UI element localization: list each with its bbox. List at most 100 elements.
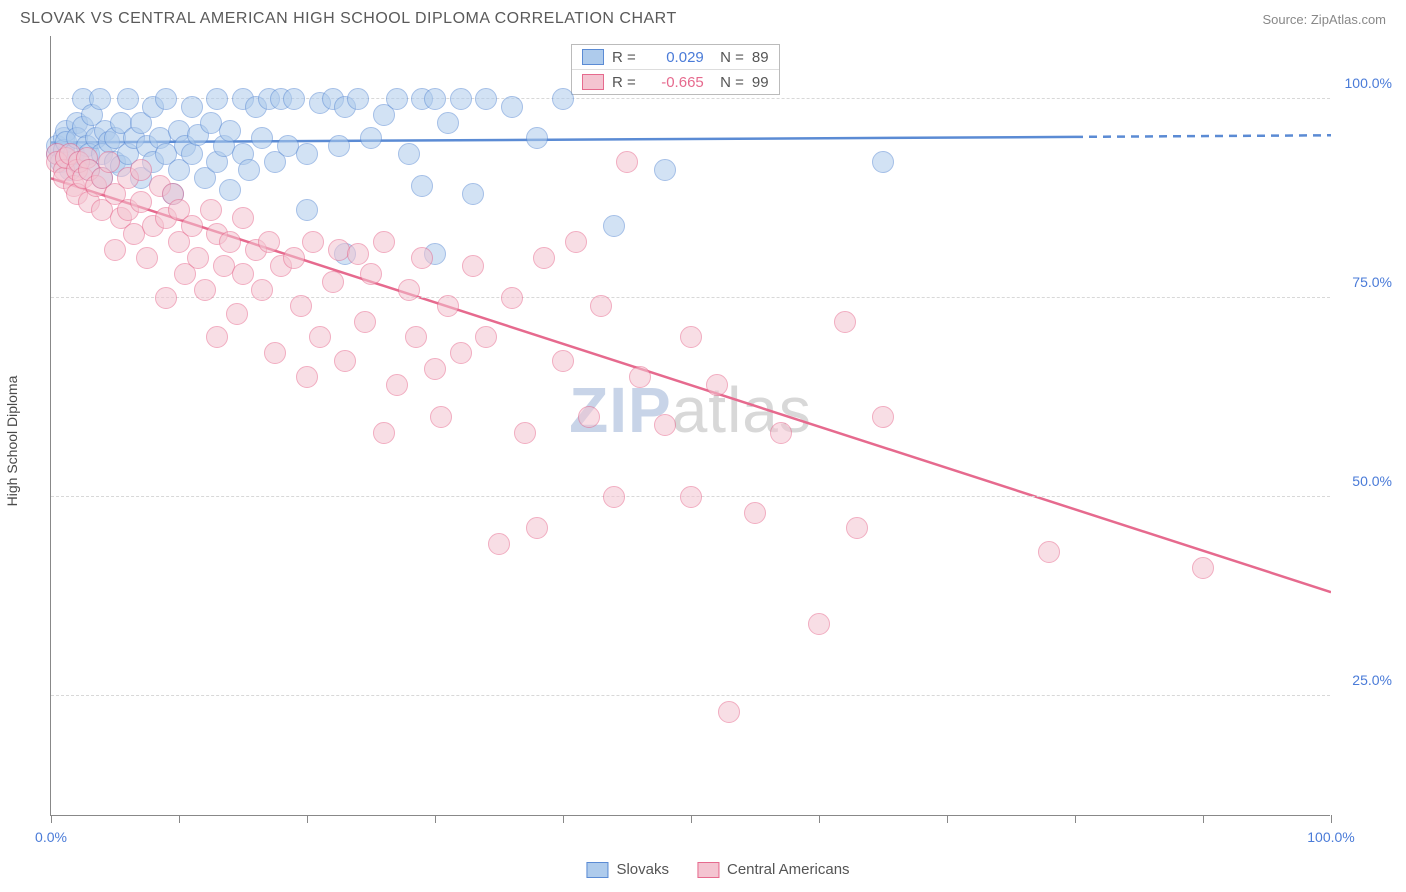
series-swatch: [582, 49, 604, 65]
scatter-point: [846, 517, 868, 539]
trendline: [51, 178, 1331, 592]
series-swatch: [582, 74, 604, 90]
scatter-point: [206, 326, 228, 348]
scatter-point: [744, 502, 766, 524]
scatter-point: [309, 326, 331, 348]
scatter-point: [552, 88, 574, 110]
scatter-point: [232, 207, 254, 229]
scatter-point: [302, 231, 324, 253]
scatter-point: [194, 279, 216, 301]
scatter-point: [565, 231, 587, 253]
scatter-point: [680, 326, 702, 348]
stat-row: R = 0.029 N = 89: [572, 45, 779, 69]
scatter-point: [283, 88, 305, 110]
scatter-point: [488, 533, 510, 555]
legend-label: Central Americans: [727, 861, 850, 878]
y-tick-label: 100.0%: [1345, 75, 1392, 91]
scatter-point: [603, 486, 625, 508]
scatter-point: [219, 179, 241, 201]
scatter-point: [373, 422, 395, 444]
scatter-point: [514, 422, 536, 444]
scatter-point: [706, 374, 728, 396]
scatter-point: [296, 199, 318, 221]
scatter-point: [347, 88, 369, 110]
x-tick: [307, 815, 308, 823]
scatter-point: [430, 406, 452, 428]
trendline-extrapolated: [1075, 135, 1331, 137]
x-tick-label: 0.0%: [35, 829, 67, 845]
scatter-point: [654, 414, 676, 436]
scatter-point: [296, 366, 318, 388]
scatter-point: [181, 143, 203, 165]
scatter-point: [424, 358, 446, 380]
legend-swatch: [697, 862, 719, 878]
scatter-point: [334, 350, 356, 372]
scatter-point: [1192, 557, 1214, 579]
scatter-point: [283, 247, 305, 269]
scatter-point: [98, 151, 120, 173]
scatter-point: [328, 135, 350, 157]
y-tick-label: 25.0%: [1352, 672, 1392, 688]
scatter-point: [437, 295, 459, 317]
scatter-point: [200, 199, 222, 221]
scatter-point: [437, 112, 459, 134]
y-tick-label: 75.0%: [1352, 274, 1392, 290]
scatter-point: [616, 151, 638, 173]
scatter-point: [629, 366, 651, 388]
x-tick: [563, 815, 564, 823]
scatter-point: [290, 295, 312, 317]
scatter-point: [258, 231, 280, 253]
x-tick: [819, 815, 820, 823]
scatter-point: [475, 326, 497, 348]
scatter-point: [552, 350, 574, 372]
scatter-point: [130, 191, 152, 213]
stat-r-value: 0.029: [644, 50, 704, 65]
x-tick: [51, 815, 52, 823]
scatter-point: [398, 143, 420, 165]
scatter-point: [386, 374, 408, 396]
scatter-point: [405, 326, 427, 348]
scatter-point: [360, 263, 382, 285]
scatter-point: [187, 247, 209, 269]
scatter-point: [1038, 541, 1060, 563]
gridline: [51, 297, 1330, 298]
correlation-stats-box: R = 0.029 N = 89R = -0.665 N = 99: [571, 44, 780, 95]
source-attribution: Source: ZipAtlas.com: [1262, 12, 1386, 27]
scatter-point: [104, 239, 126, 261]
legend-item: Slovaks: [586, 861, 669, 878]
scatter-point: [501, 96, 523, 118]
y-axis-label: High School Diploma: [4, 376, 20, 507]
scatter-point: [130, 159, 152, 181]
x-tick: [1075, 815, 1076, 823]
x-tick: [1203, 815, 1204, 823]
scatter-point: [526, 127, 548, 149]
plot-area: ZIPatlas R = 0.029 N = 89R = -0.665 N = …: [50, 36, 1330, 816]
scatter-point: [296, 143, 318, 165]
scatter-point: [226, 303, 248, 325]
scatter-point: [475, 88, 497, 110]
scatter-point: [347, 243, 369, 265]
scatter-point: [232, 263, 254, 285]
scatter-point: [411, 247, 433, 269]
scatter-point: [181, 215, 203, 237]
x-tick: [435, 815, 436, 823]
scatter-point: [206, 88, 228, 110]
scatter-point: [872, 406, 894, 428]
scatter-point: [238, 159, 260, 181]
stat-n-label: N =: [712, 75, 744, 90]
scatter-point: [155, 88, 177, 110]
scatter-point: [424, 88, 446, 110]
scatter-point: [462, 183, 484, 205]
scatter-point: [718, 701, 740, 723]
stat-r-label: R =: [612, 75, 636, 90]
stat-row: R = -0.665 N = 99: [572, 69, 779, 94]
x-tick-label: 100.0%: [1307, 829, 1354, 845]
stat-r-label: R =: [612, 50, 636, 65]
stat-n-value: 99: [752, 75, 769, 90]
scatter-point: [360, 127, 382, 149]
scatter-point: [373, 231, 395, 253]
x-tick: [947, 815, 948, 823]
stat-n-value: 89: [752, 50, 769, 65]
scatter-point: [872, 151, 894, 173]
x-tick: [179, 815, 180, 823]
